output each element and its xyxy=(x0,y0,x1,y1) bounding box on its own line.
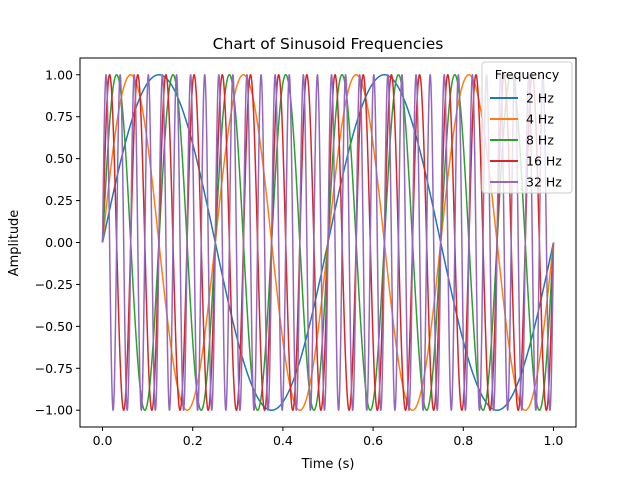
y-tick-label: −1.00 xyxy=(35,403,73,418)
legend-entry-label: 16 Hz xyxy=(526,154,562,169)
legend-entry-label: 2 Hz xyxy=(526,91,554,106)
x-tick-label: 0.2 xyxy=(183,433,203,448)
y-axis-ticks: −1.00 −0.75 −0.50 −0.25 0.00 0.25 0.50 0.75 1.00 xyxy=(35,67,80,418)
x-axis-label: Time (s) xyxy=(301,457,355,472)
legend-title: Frequency xyxy=(495,67,560,82)
axes-frame xyxy=(79,57,577,428)
series-line-32-hz xyxy=(101,74,555,411)
y-tick-label: −0.25 xyxy=(35,277,73,292)
y-tick-label: 1.00 xyxy=(45,67,73,82)
x-tick-label: 0.4 xyxy=(273,433,293,448)
y-tick-label: 0.75 xyxy=(45,109,73,124)
legend-entry-label: 8 Hz xyxy=(526,133,554,148)
y-tick-label: 0.25 xyxy=(45,193,73,208)
y-tick-label: 0.00 xyxy=(45,235,73,250)
x-tick-label: 0.0 xyxy=(93,433,113,448)
y-axis-label: Amplitude xyxy=(7,210,22,277)
y-tick-label: −0.75 xyxy=(35,361,73,376)
x-tick-label: 0.6 xyxy=(363,433,383,448)
plot-area xyxy=(101,74,555,411)
y-tick-label: 0.50 xyxy=(45,151,73,166)
y-tick-label: −0.50 xyxy=(35,319,73,334)
x-axis-ticks: 0.0 0.2 0.4 0.6 0.8 1.0 xyxy=(93,427,564,448)
x-tick-label: 0.8 xyxy=(453,433,473,448)
x-tick-label: 1.0 xyxy=(544,433,564,448)
chart-title: Chart of Sinusoid Frequencies xyxy=(213,35,444,53)
legend: Frequency 2 Hz 4 Hz 8 Hz 16 Hz 32 Hz xyxy=(481,61,573,194)
legend-entry-label: 4 Hz xyxy=(526,112,554,127)
legend-entry-label: 32 Hz xyxy=(526,175,562,190)
